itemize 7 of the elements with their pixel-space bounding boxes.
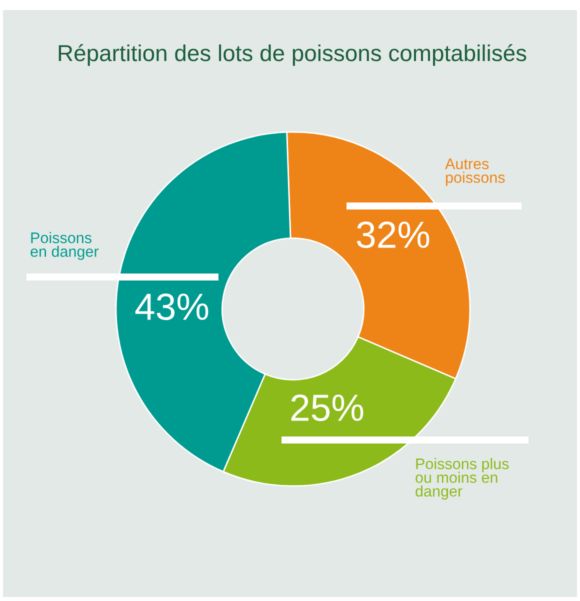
data-label: 32% [356,222,430,248]
chart-title: Répartition des lots de poissons comptabilisés [58,44,526,66]
slice-label: Poissons en danger [30,232,99,260]
data-label: 25% [291,394,364,422]
data-label: 43% [135,294,208,320]
slice-label: Autres poissons [445,158,505,186]
slice-label: Poissons plus ou moins en danger [416,458,509,500]
